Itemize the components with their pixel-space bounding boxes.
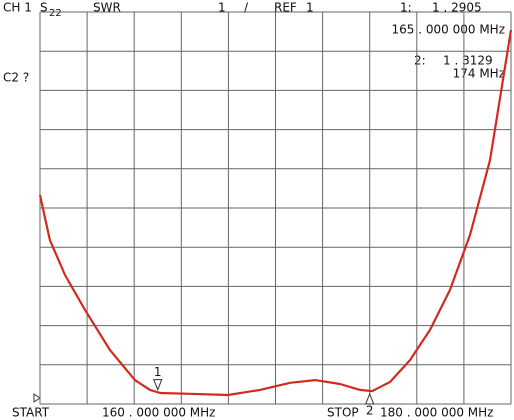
scale-sep: / [244,1,249,15]
marker-label: 1 [154,365,162,379]
marker [153,379,163,391]
marker-label: 2 [366,404,374,418]
scale: 1 [218,1,226,15]
trace [38,29,513,397]
ref: 1 [306,1,314,15]
marker-freq: 165 . 000 000 MHz [392,23,505,37]
start: 160 . 000 000 MHz [102,406,215,420]
aux-label: C2 ? [3,71,29,85]
ref-pointer [33,393,41,403]
marker-index: 2: [414,54,426,68]
marker-freq: 174 MHz [453,67,505,81]
channel: CH 1 [3,1,32,15]
format: SWR [93,1,121,15]
start-label: START [12,406,50,420]
marker [364,392,375,405]
parameter-sub: 22 [49,8,62,19]
marker-index: 1: [400,1,412,15]
stop-label: STOP [327,406,359,420]
marker-value: 1 . 3129 [443,54,493,68]
marker-value: 1 . 2905 [432,1,482,15]
stop: 180 . 000 000 MHz [380,406,493,420]
parameter: S [40,1,48,15]
ref-label: REF [274,1,297,15]
